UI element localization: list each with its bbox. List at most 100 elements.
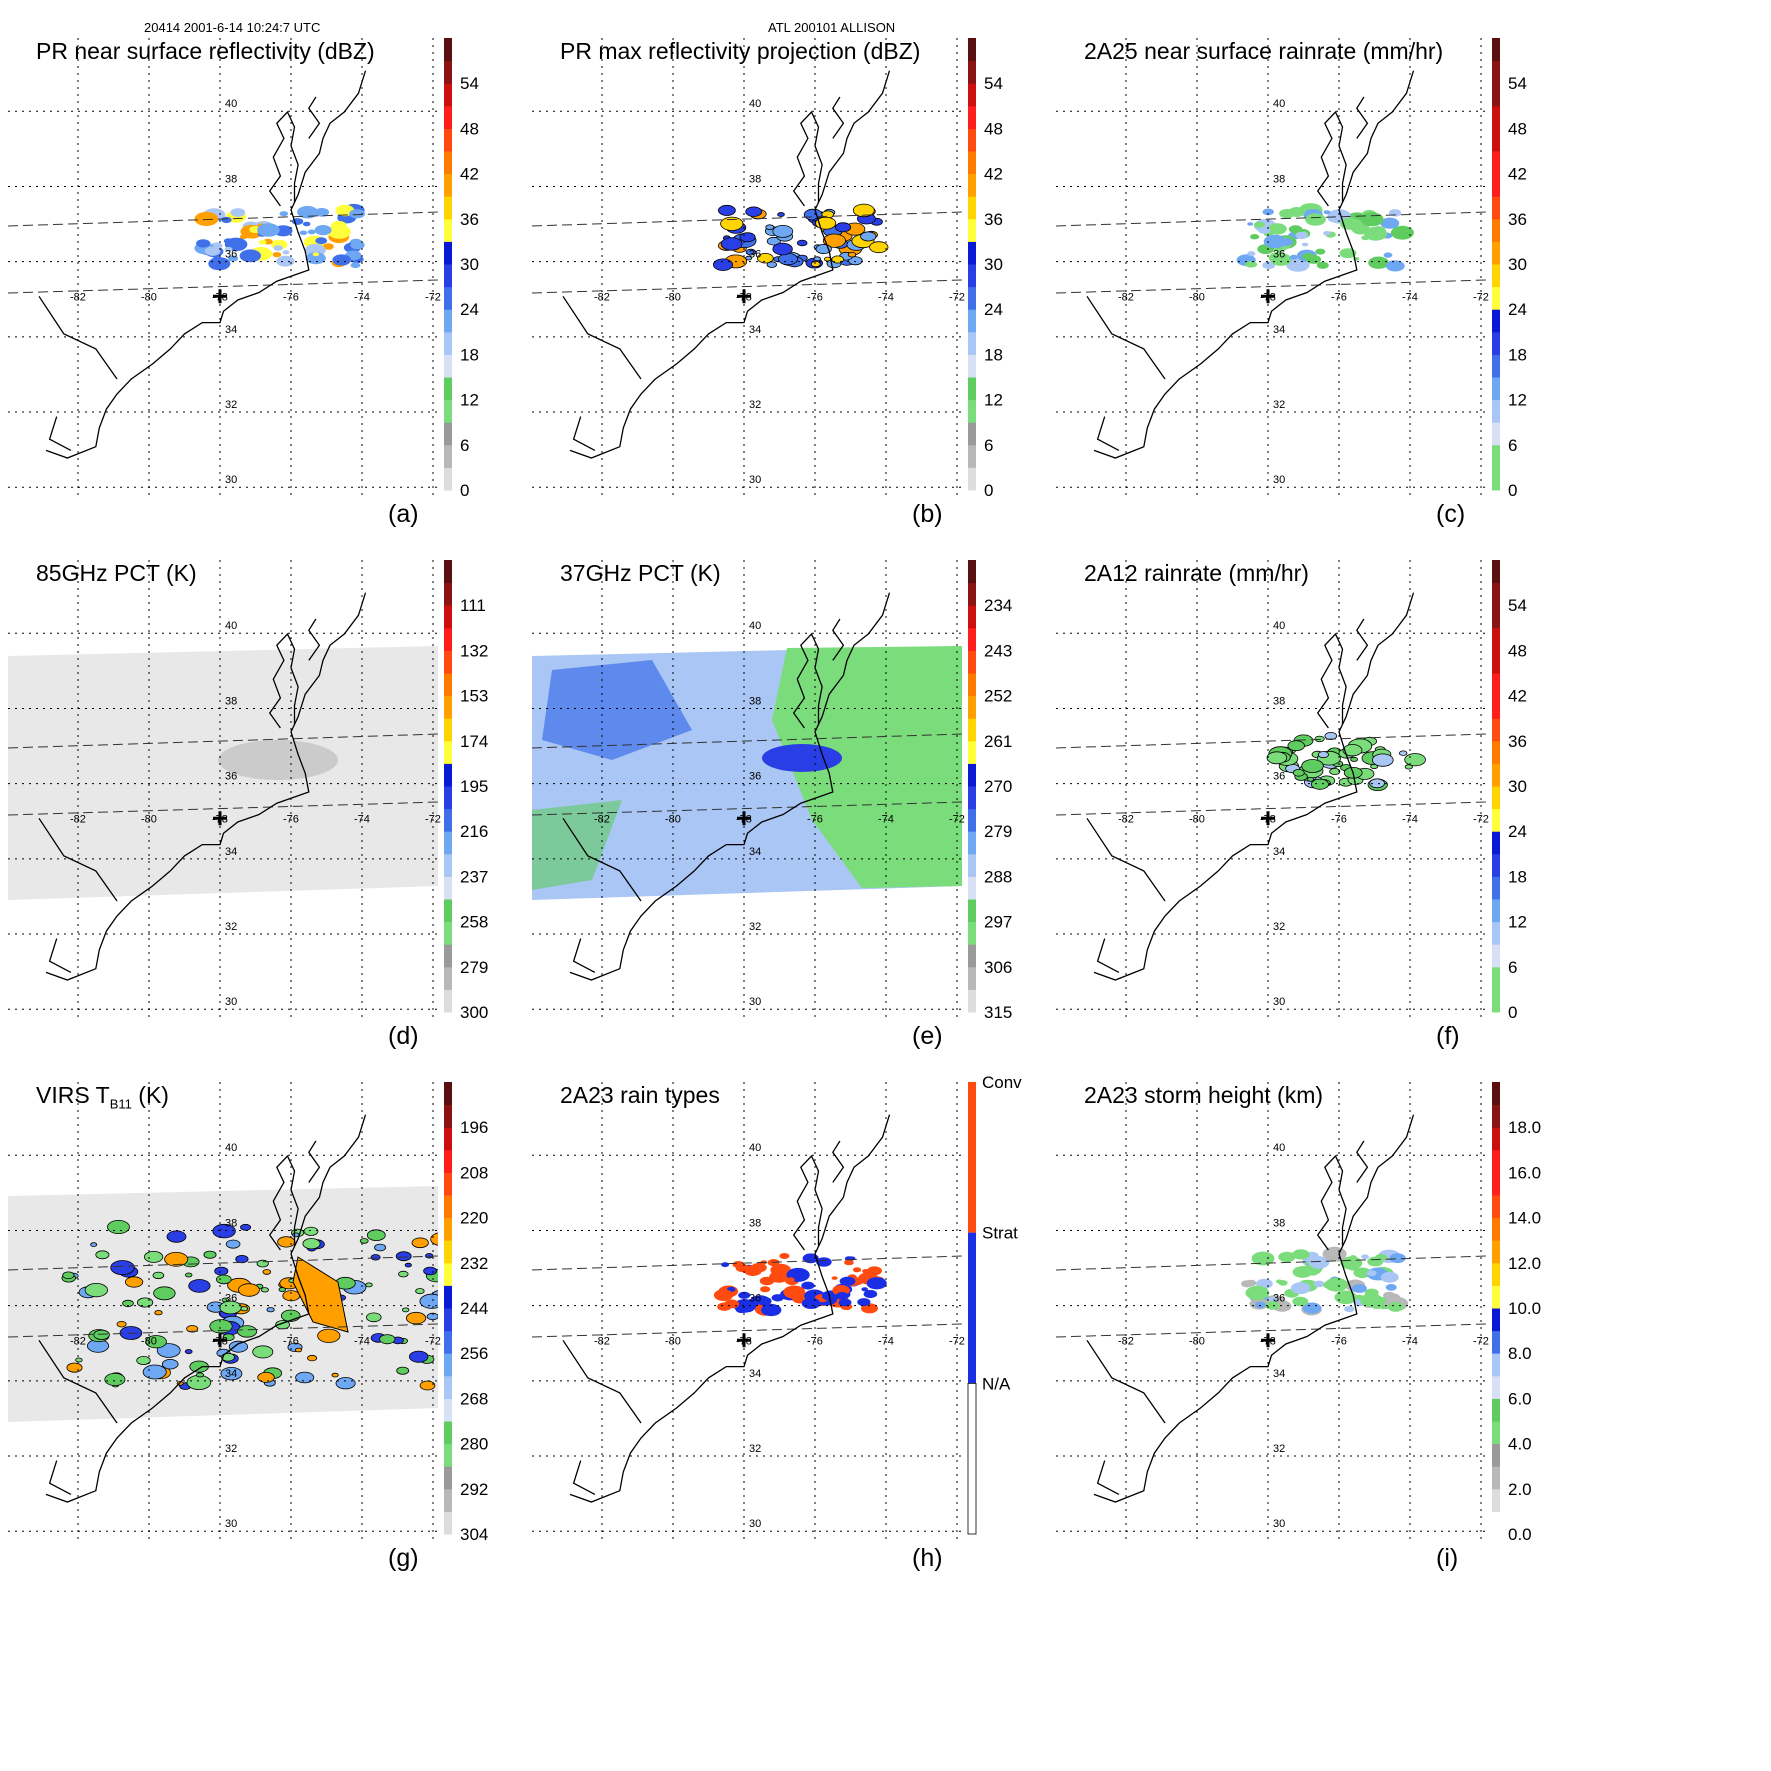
rain-cell — [777, 212, 785, 217]
rain-cell — [240, 1223, 252, 1231]
lat-label: 38 — [1273, 173, 1285, 185]
colorbar-tick-label: 292 — [460, 1480, 488, 1499]
colorbar-tick-label: 8.0 — [1508, 1344, 1532, 1363]
colorbar-tick-label: 216 — [460, 822, 488, 841]
rain-cell — [772, 224, 794, 238]
rain-cell — [720, 216, 744, 231]
colorbar-tick-label: 220 — [460, 1209, 488, 1228]
rain-cell — [766, 236, 781, 246]
colorbar-tick-label: 6 — [984, 436, 993, 455]
rain-cell — [1317, 751, 1329, 759]
lon-label: -76 — [283, 291, 299, 303]
colorbar: 0 6 12 18 24 30 36 42 48 54 — [1492, 38, 1527, 500]
rain-cell — [1353, 1267, 1372, 1279]
rain-cell — [733, 1299, 757, 1313]
lat-label: 34 — [749, 846, 761, 858]
rain-cell — [1245, 1285, 1270, 1300]
rain-cell — [717, 204, 736, 216]
panel-letter: (i) — [1436, 1544, 1459, 1572]
colorbar-tick-label: 12 — [1508, 391, 1527, 410]
storm-center-cross — [213, 1333, 227, 1348]
rain-cell — [860, 231, 877, 242]
rain-cell — [1344, 1306, 1355, 1313]
rain-cell — [720, 237, 743, 251]
lon-label: -72 — [1473, 813, 1489, 825]
colorbar-tick-label: 268 — [460, 1389, 488, 1408]
lon-label: -80 — [1189, 1335, 1205, 1347]
rain-cell — [1290, 1282, 1311, 1295]
rain-cell — [196, 239, 211, 248]
rain-cell — [315, 237, 328, 245]
lon-label: -74 — [1402, 1335, 1418, 1347]
rain-cell — [1287, 740, 1305, 752]
rain-cell — [1366, 1270, 1377, 1277]
rain-cell — [184, 1272, 193, 1278]
rain-cell — [396, 1366, 410, 1375]
rain-cell — [1334, 1290, 1358, 1305]
rain-cell — [161, 1359, 179, 1370]
rain-cell — [1268, 1297, 1278, 1303]
lat-label: 34 — [225, 324, 237, 336]
rain-cell — [95, 1250, 110, 1260]
rain-cell — [195, 1372, 204, 1378]
colorbar-tick-label: 270 — [984, 777, 1012, 796]
rain-cell — [1267, 223, 1287, 235]
rain-cell — [761, 1303, 782, 1317]
colorbar-tick-label: 6 — [1508, 958, 1517, 977]
colorbar-tick-label: 24 — [1508, 300, 1527, 319]
lat-label: 30 — [1273, 474, 1285, 486]
rain-cell — [84, 1283, 108, 1298]
rain-cell — [745, 206, 763, 217]
storm-center-cross — [1261, 811, 1275, 826]
colorbar-tick-label: 6 — [1508, 436, 1517, 455]
rain-cell — [863, 1289, 878, 1299]
rain-cell — [712, 258, 733, 271]
rain-cell — [786, 1277, 795, 1283]
rain-cell — [228, 255, 239, 262]
lat-label: 36 — [749, 1293, 761, 1305]
storm-center-cross — [1261, 1333, 1275, 1348]
panel-title: 2A23 storm height (km) — [1084, 1082, 1324, 1108]
rain-cell — [156, 1343, 181, 1358]
rain-cell — [1385, 1284, 1397, 1291]
rain-cell — [835, 1292, 849, 1300]
rain-cell — [1313, 1280, 1325, 1288]
rain-cell — [239, 249, 261, 263]
rain-cell — [295, 1371, 315, 1384]
lon-label: -82 — [594, 813, 610, 825]
colorbar-tick-label: 42 — [1508, 165, 1527, 184]
rain-cell — [136, 1355, 151, 1365]
lat-label: 40 — [225, 620, 237, 632]
lon-label: -78 — [212, 1335, 228, 1347]
lat-label: 34 — [225, 846, 237, 858]
colorbar-tick-label: 132 — [460, 641, 488, 660]
map-canvas: -82 -80 -78 -76 -74 -72 40 38 36 34 32 30 0 6 12 18 24 30… — [532, 38, 1003, 500]
rain-cell — [266, 1307, 275, 1313]
rain-cell — [1371, 753, 1394, 767]
rain-cell — [1368, 256, 1389, 269]
rain-cell — [188, 1279, 211, 1293]
colorbar-tick-label: 24 — [460, 300, 479, 319]
lon-label: -82 — [1118, 813, 1134, 825]
rain-cell — [303, 1226, 319, 1236]
header-orbit-time: 20414 2001-6-14 10:24:7 UTC — [144, 20, 321, 35]
swath — [8, 646, 438, 900]
panel-g: -82 -80 -78 -76 -74 -72 40 38 36 34 32 30 304 292 280 2… — [8, 1082, 598, 1642]
colorbar-tick-label: 42 — [984, 165, 1003, 184]
rain-cell — [1250, 234, 1260, 240]
rain-cell — [1262, 261, 1276, 269]
lat-label: 40 — [1273, 620, 1285, 632]
rain-cell — [721, 1262, 730, 1268]
map-canvas: -82 -80 -78 -76 -74 -72 40 38 36 34 32 30 0 6 12 18 24 30… — [1056, 38, 1527, 500]
lon-label: -80 — [1189, 813, 1205, 825]
panel-d: -82 -80 -78 -76 -74 -72 40 38 36 34 32 30 300 279 258 2… — [8, 560, 598, 1120]
colorbar: 315 306 297 288 279 270 261 252 243 234 — [968, 560, 1012, 1022]
rain-cell — [1314, 735, 1325, 743]
rain-cell — [839, 1276, 856, 1286]
colorbar-tick-label: 288 — [984, 867, 1012, 886]
rain-cell — [1270, 253, 1292, 266]
rain-cell — [1359, 1293, 1383, 1308]
rain-cell — [852, 1267, 862, 1273]
rain-cell — [857, 1298, 871, 1307]
rain-cell — [822, 233, 846, 248]
